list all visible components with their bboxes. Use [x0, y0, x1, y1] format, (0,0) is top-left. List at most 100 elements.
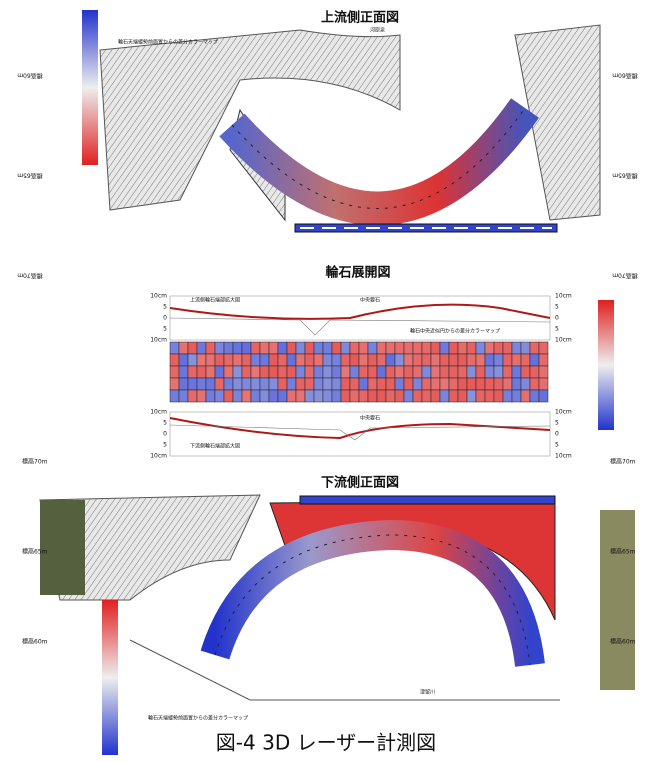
stone — [539, 342, 548, 354]
elevation-label: 標高60m — [22, 638, 48, 646]
stone — [413, 342, 422, 354]
stone — [359, 366, 368, 378]
elevation-label: 標高70m — [610, 458, 636, 466]
stone — [287, 354, 296, 366]
stone — [260, 366, 269, 378]
stone — [269, 390, 278, 402]
stone — [350, 354, 359, 366]
stone — [251, 354, 260, 366]
stone — [296, 390, 305, 402]
stone — [404, 390, 413, 402]
stone — [368, 354, 377, 366]
stone — [350, 342, 359, 354]
stone — [179, 378, 188, 390]
stone — [395, 342, 404, 354]
stone — [323, 366, 332, 378]
stone — [314, 378, 323, 390]
stone — [305, 354, 314, 366]
vegetation — [600, 510, 635, 690]
stone — [485, 378, 494, 390]
stone — [179, 342, 188, 354]
scale-label: 0 — [163, 431, 167, 438]
stone — [323, 354, 332, 366]
stone — [296, 354, 305, 366]
colorbar — [102, 600, 118, 755]
stone — [395, 354, 404, 366]
stone — [449, 342, 458, 354]
stone — [188, 342, 197, 354]
stone — [512, 354, 521, 366]
elevation-label: 標高65m — [612, 172, 638, 180]
stone — [341, 366, 350, 378]
stone — [422, 378, 431, 390]
scale-label: 10cm — [555, 409, 572, 416]
label: 輪石中央近似円からの差分カラーマップ — [410, 328, 500, 335]
stone — [458, 390, 467, 402]
stone — [179, 354, 188, 366]
stone — [476, 366, 485, 378]
stone — [215, 378, 224, 390]
stone — [206, 378, 215, 390]
scale-label: 10cm — [150, 453, 167, 460]
stone — [197, 390, 206, 402]
stone — [530, 354, 539, 366]
stone — [179, 390, 188, 402]
elevation-label: 標高65m — [17, 172, 43, 180]
stone — [503, 390, 512, 402]
stone — [233, 366, 242, 378]
stone — [458, 354, 467, 366]
stone — [341, 390, 350, 402]
stone — [278, 366, 287, 378]
stone — [431, 354, 440, 366]
scale-label: 5 — [555, 442, 559, 449]
stone — [485, 354, 494, 366]
stone — [197, 354, 206, 366]
stone — [386, 354, 395, 366]
label: 下流側輪石端部拡大図 — [190, 443, 240, 450]
stone — [521, 390, 530, 402]
stone — [188, 390, 197, 402]
scale-label: 10cm — [150, 337, 167, 344]
stone — [188, 354, 197, 366]
label: 中央要石 — [360, 297, 380, 304]
stone — [215, 366, 224, 378]
stone — [296, 342, 305, 354]
stone — [206, 366, 215, 378]
figure: 上流側正面図 輪石天端緩勢前面置からの差分カラーマップ 河原泉 輪石展開図 上流… — [0, 0, 653, 758]
stone — [422, 354, 431, 366]
stone — [530, 342, 539, 354]
stone — [467, 378, 476, 390]
stone — [377, 366, 386, 378]
scale-label: 10cm — [150, 409, 167, 416]
section-title: 輪石展開図 — [325, 265, 390, 281]
stone — [494, 354, 503, 366]
stone — [467, 342, 476, 354]
colorbar — [598, 300, 614, 430]
label: 河原泉 — [370, 27, 385, 34]
label: 津留川 — [420, 689, 435, 696]
stone — [296, 378, 305, 390]
stone — [350, 390, 359, 402]
stone — [332, 390, 341, 402]
elevation-label: 標高70m — [612, 272, 638, 280]
stone — [413, 354, 422, 366]
stone — [260, 354, 269, 366]
elevation-label: 標高70m — [17, 272, 43, 280]
stone — [314, 390, 323, 402]
stone — [494, 366, 503, 378]
stone — [341, 342, 350, 354]
stone — [278, 378, 287, 390]
stone — [287, 342, 296, 354]
scale-label: 10cm — [555, 453, 572, 460]
stone — [494, 342, 503, 354]
stone — [305, 342, 314, 354]
label: 輪石天端緩勢前面置からの差分カラーマップ — [118, 39, 218, 46]
stone — [521, 366, 530, 378]
stone — [314, 354, 323, 366]
caption: 図-4 3D レーザー計測図 — [216, 731, 436, 755]
stone — [206, 354, 215, 366]
stone — [368, 366, 377, 378]
stone — [431, 378, 440, 390]
stone — [503, 366, 512, 378]
scale-label: 5 — [555, 326, 559, 333]
